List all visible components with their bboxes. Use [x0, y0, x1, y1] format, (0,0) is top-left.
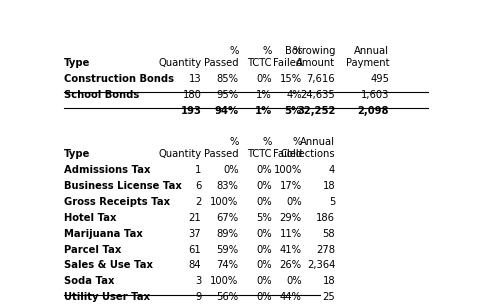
Text: 100%: 100% — [274, 165, 302, 175]
Text: 4%: 4% — [286, 90, 302, 100]
Text: 17%: 17% — [280, 181, 302, 191]
Text: 94%: 94% — [215, 106, 239, 116]
Text: TCTC: TCTC — [248, 149, 272, 159]
Text: %: % — [263, 46, 272, 56]
Text: Quantity: Quantity — [158, 149, 202, 159]
Text: 44%: 44% — [280, 292, 302, 302]
Text: 56%: 56% — [216, 292, 239, 302]
Text: 74%: 74% — [216, 261, 239, 271]
Text: 2: 2 — [195, 197, 202, 207]
Text: 0%: 0% — [286, 197, 302, 207]
Text: Parcel Tax: Parcel Tax — [64, 245, 121, 254]
Text: Passed: Passed — [204, 149, 239, 159]
Text: 26%: 26% — [280, 261, 302, 271]
Text: 37: 37 — [189, 229, 202, 239]
Text: 18: 18 — [323, 276, 335, 286]
Text: Amount: Amount — [296, 58, 335, 68]
Text: Hotel Tax: Hotel Tax — [64, 213, 116, 223]
Text: 3: 3 — [195, 276, 202, 286]
Text: 100%: 100% — [210, 197, 239, 207]
Text: %: % — [229, 137, 239, 147]
Text: 0%: 0% — [223, 165, 239, 175]
Text: %: % — [263, 137, 272, 147]
Text: 1: 1 — [195, 165, 202, 175]
Text: Failed: Failed — [273, 149, 302, 159]
Text: 32,252: 32,252 — [297, 106, 335, 116]
Text: 2,098: 2,098 — [358, 106, 389, 116]
Text: Construction Bonds: Construction Bonds — [64, 74, 174, 84]
Text: 5%: 5% — [285, 106, 302, 116]
Text: Annual: Annual — [300, 137, 335, 147]
Text: 7,616: 7,616 — [307, 74, 335, 84]
Text: Type: Type — [64, 58, 90, 68]
Text: Borrowing: Borrowing — [285, 46, 335, 56]
Text: 0%: 0% — [256, 276, 272, 286]
Text: Payment: Payment — [346, 58, 389, 68]
Text: Business License Tax: Business License Tax — [64, 181, 181, 191]
Text: Gross Receipts Tax: Gross Receipts Tax — [64, 197, 170, 207]
Text: 0%: 0% — [256, 181, 272, 191]
Text: 11%: 11% — [280, 229, 302, 239]
Text: 5: 5 — [329, 197, 335, 207]
Text: 13: 13 — [189, 74, 202, 84]
Text: 84: 84 — [189, 261, 202, 271]
Text: 193: 193 — [180, 106, 202, 116]
Text: Soda Tax: Soda Tax — [64, 276, 114, 286]
Text: 6: 6 — [195, 181, 202, 191]
Text: 5%: 5% — [256, 213, 272, 223]
Text: 61: 61 — [189, 245, 202, 254]
Text: Quantity: Quantity — [158, 58, 202, 68]
Text: 0%: 0% — [286, 276, 302, 286]
Text: 0%: 0% — [256, 261, 272, 271]
Text: Marijuana Tax: Marijuana Tax — [64, 229, 143, 239]
Text: 15%: 15% — [280, 74, 302, 84]
Text: 278: 278 — [316, 245, 335, 254]
Text: Admissions Tax: Admissions Tax — [64, 165, 150, 175]
Text: %: % — [292, 137, 302, 147]
Text: %: % — [229, 46, 239, 56]
Text: 41%: 41% — [280, 245, 302, 254]
Text: 18: 18 — [323, 181, 335, 191]
Text: 67%: 67% — [216, 213, 239, 223]
Text: 0%: 0% — [256, 165, 272, 175]
Text: 1%: 1% — [255, 106, 272, 116]
Text: 25: 25 — [323, 292, 335, 302]
Text: 495: 495 — [370, 74, 389, 84]
Text: 59%: 59% — [216, 245, 239, 254]
Text: Failed: Failed — [273, 58, 302, 68]
Text: 100%: 100% — [210, 276, 239, 286]
Text: Type: Type — [64, 149, 90, 159]
Text: 24,635: 24,635 — [300, 90, 335, 100]
Text: 1%: 1% — [256, 90, 272, 100]
Text: 1,603: 1,603 — [361, 90, 389, 100]
Text: 9: 9 — [195, 292, 202, 302]
Text: 0%: 0% — [256, 292, 272, 302]
Text: 0%: 0% — [256, 197, 272, 207]
Text: 180: 180 — [182, 90, 202, 100]
Text: 2,364: 2,364 — [307, 261, 335, 271]
Text: School Bonds: School Bonds — [64, 90, 139, 100]
Text: 95%: 95% — [216, 90, 239, 100]
Text: Collections: Collections — [281, 149, 335, 159]
Text: Sales & Use Tax: Sales & Use Tax — [64, 261, 153, 271]
Text: Annual: Annual — [354, 46, 389, 56]
Text: 186: 186 — [316, 213, 335, 223]
Text: 0%: 0% — [256, 229, 272, 239]
Text: 83%: 83% — [216, 181, 239, 191]
Text: 85%: 85% — [216, 74, 239, 84]
Text: 0%: 0% — [256, 74, 272, 84]
Text: 4: 4 — [329, 165, 335, 175]
Text: 29%: 29% — [280, 213, 302, 223]
Text: 89%: 89% — [216, 229, 239, 239]
Text: Utility User Tax: Utility User Tax — [64, 292, 150, 302]
Text: 58: 58 — [323, 229, 335, 239]
Text: 21: 21 — [189, 213, 202, 223]
Text: %: % — [292, 46, 302, 56]
Text: TCTC: TCTC — [248, 58, 272, 68]
Text: Passed: Passed — [204, 58, 239, 68]
Text: 0%: 0% — [256, 245, 272, 254]
